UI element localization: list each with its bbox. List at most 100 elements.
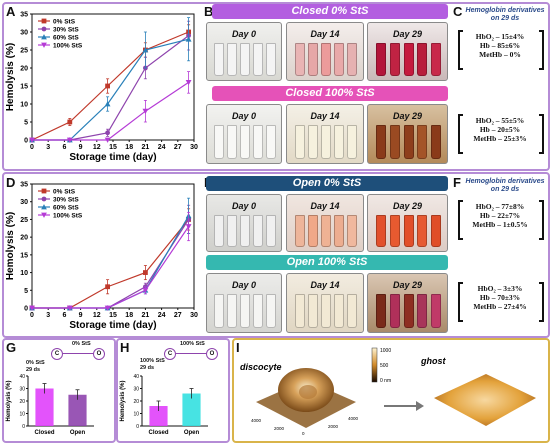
tube bbox=[347, 125, 358, 159]
tube bbox=[294, 215, 305, 247]
panel-letter-d: D bbox=[6, 175, 16, 190]
x-tick-label: 27 bbox=[174, 312, 182, 319]
tube bbox=[214, 215, 225, 247]
top-section-frame bbox=[2, 2, 550, 171]
tube bbox=[265, 125, 276, 159]
banner-closed-100: Closed 100% StS bbox=[212, 86, 448, 101]
data-point bbox=[41, 204, 47, 210]
tube bbox=[321, 43, 331, 76]
data-point bbox=[66, 137, 73, 143]
hemo-line: HbO₂ – 77±8% bbox=[475, 202, 525, 211]
tube bbox=[294, 294, 305, 328]
y-tick-label: 20 bbox=[20, 235, 28, 242]
tube bbox=[227, 43, 238, 76]
tube bbox=[334, 43, 345, 76]
hemo-line: HbO₂ – 55±5% bbox=[475, 116, 525, 125]
hemo-title-f: Hemoglobin derivatives on 29 ds bbox=[465, 178, 545, 193]
y-tick-label: 5 bbox=[24, 288, 28, 295]
bar bbox=[68, 394, 87, 426]
photo-label: Day 0 bbox=[231, 29, 257, 39]
hemo-line: MetHb – 1±0.5% bbox=[472, 220, 528, 229]
x-tick-label: 9 bbox=[79, 312, 83, 319]
axis-tick: 4000 bbox=[251, 418, 262, 423]
series-3: 100% StS bbox=[29, 211, 192, 311]
x-tick-label: 18 bbox=[125, 144, 133, 151]
y-tick-label: 10 bbox=[20, 102, 28, 109]
photo-b-day0: Day 0 bbox=[206, 22, 282, 81]
y-tick-label: 5 bbox=[24, 120, 28, 127]
tube bbox=[431, 125, 442, 159]
tube bbox=[375, 43, 386, 76]
tube bbox=[240, 215, 250, 247]
photo-label: Day 29 bbox=[392, 280, 423, 290]
hemo-line: MetHb – 0% bbox=[479, 50, 521, 59]
data-point bbox=[29, 137, 35, 143]
photo-e2-day14: Day 14 bbox=[286, 273, 364, 333]
circle-label: C bbox=[167, 351, 173, 357]
hemo-line: Hb – 20±5% bbox=[479, 125, 521, 134]
tube bbox=[227, 125, 238, 159]
data-point bbox=[142, 47, 149, 53]
x-tick-label: 27 bbox=[174, 144, 182, 151]
y-tick-label: 25 bbox=[20, 217, 28, 224]
x-tick-label: 12 bbox=[93, 312, 101, 319]
banner-open-0: Open 0% StS bbox=[206, 176, 448, 191]
y-axis-label: Hemolysis (%) bbox=[5, 43, 16, 111]
data-point bbox=[104, 305, 111, 311]
photo-label: Day 14 bbox=[310, 29, 340, 39]
category-label: Closed bbox=[148, 430, 168, 436]
tube bbox=[431, 43, 442, 76]
data-point bbox=[67, 119, 73, 125]
photo-label: Day 29 bbox=[392, 111, 423, 121]
x-tick-label: 24 bbox=[158, 144, 166, 151]
circle-label: O bbox=[209, 351, 215, 357]
x-tick-label: 9 bbox=[79, 144, 83, 151]
color-scale-bar bbox=[371, 347, 378, 383]
y-tick-label: 20 bbox=[133, 399, 139, 405]
tube bbox=[307, 125, 318, 159]
data-point bbox=[41, 212, 47, 218]
data-point bbox=[142, 287, 149, 294]
photo-e-day0: Day 0 bbox=[206, 194, 282, 252]
photo-e-day29: Day 29 bbox=[367, 194, 448, 252]
bar bbox=[182, 393, 201, 426]
legend-label: 0% StS bbox=[53, 19, 76, 26]
axis-tick: 2000 bbox=[328, 424, 339, 429]
tube bbox=[375, 215, 386, 247]
data-point bbox=[41, 26, 47, 32]
data-point bbox=[41, 34, 47, 40]
discocyte-dimple bbox=[299, 385, 317, 399]
axis-tick: 4000 bbox=[348, 416, 359, 421]
tube bbox=[214, 43, 225, 76]
axis-tick: 2000 bbox=[274, 426, 285, 431]
tube bbox=[227, 215, 238, 247]
y-tick-label: 10 bbox=[133, 412, 139, 418]
tube bbox=[375, 294, 386, 328]
tube bbox=[265, 294, 276, 328]
y-tick-label: 0 bbox=[136, 424, 139, 430]
chart-a: 0 3 6 9 12 15 18 21 24 27 30 0 5 10 15 20 25 30 35 Storage … bbox=[4, 6, 200, 166]
hemo-line: MetHb – 27±4% bbox=[473, 302, 527, 311]
y-tick-label: 30 bbox=[20, 30, 28, 37]
tube bbox=[252, 125, 263, 159]
photo-e2-day29: Day 29 bbox=[367, 273, 448, 333]
bracket-left bbox=[458, 114, 463, 154]
x-tick-label: 6 bbox=[62, 144, 66, 151]
h-sub: 100% StS bbox=[140, 358, 165, 364]
chart-g: 0 10 20 30 40 Hemolysis (%) Closed Open bbox=[4, 372, 110, 438]
tube bbox=[417, 294, 428, 328]
legend-label: 0% StS bbox=[53, 189, 76, 196]
tube bbox=[403, 215, 414, 247]
x-tick-label: 18 bbox=[125, 312, 133, 319]
tube bbox=[252, 43, 263, 76]
tube bbox=[403, 294, 414, 328]
x-axis-label: Storage time (day) bbox=[69, 152, 156, 163]
tube bbox=[265, 215, 276, 247]
tube bbox=[417, 125, 428, 159]
y-tick-label: 0 bbox=[24, 138, 28, 145]
photo-e2-day0: Day 0 bbox=[206, 273, 282, 333]
bracket-right bbox=[539, 30, 544, 70]
middle-section-frame bbox=[2, 172, 550, 338]
tube bbox=[227, 294, 238, 328]
series-line bbox=[32, 38, 189, 141]
